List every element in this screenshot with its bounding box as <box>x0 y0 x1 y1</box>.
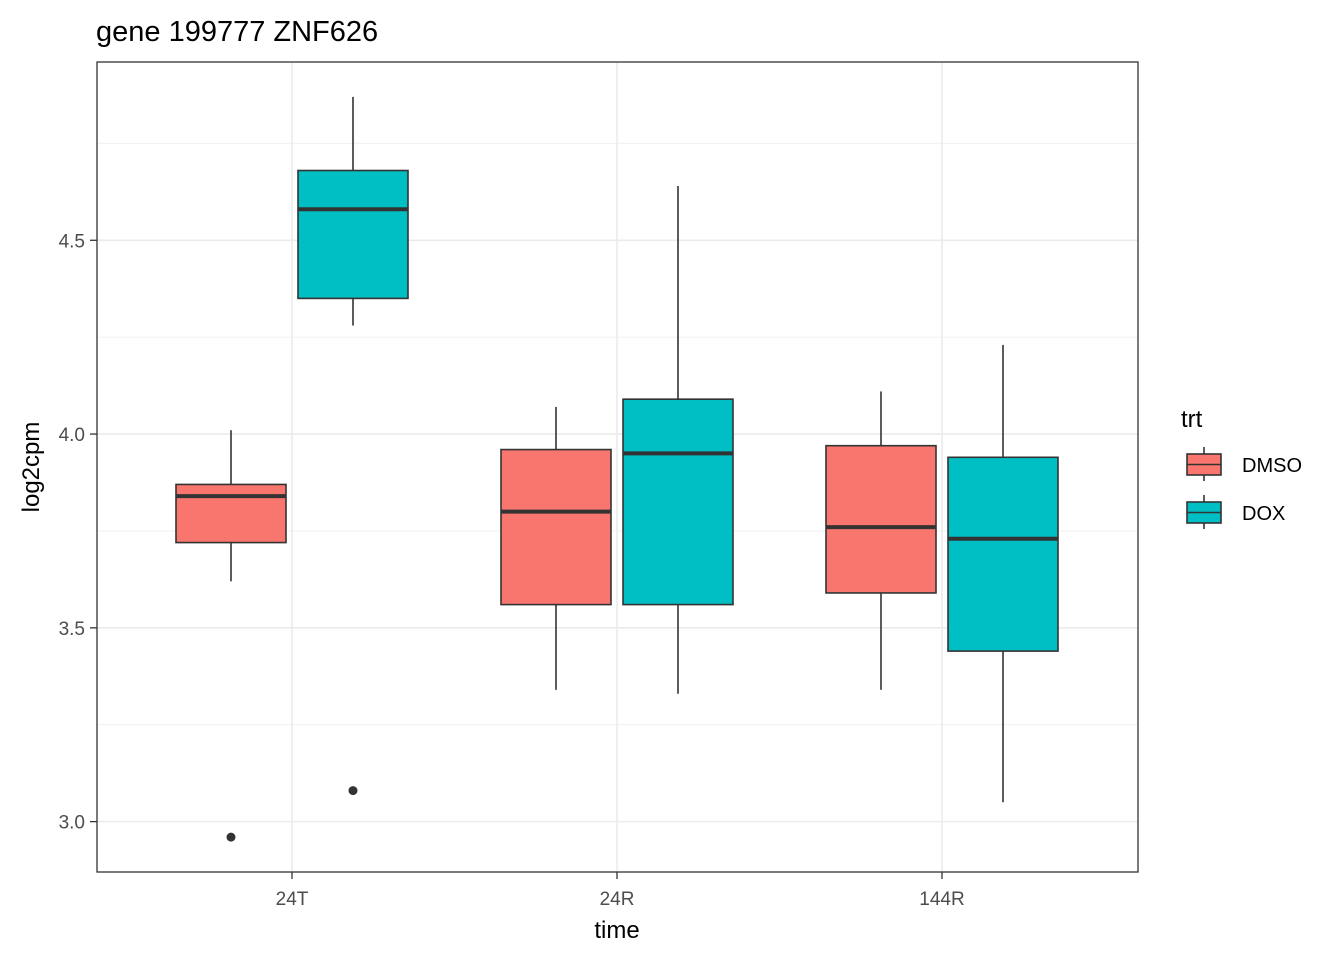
grid-lines <box>97 62 1138 872</box>
y-axis-title: log2cpm <box>18 422 45 513</box>
box-dmso-144r <box>825 391 937 690</box>
box-body <box>947 456 1059 652</box>
box-dox-24t <box>297 96 409 796</box>
box-layer <box>175 96 1059 842</box>
legend-title: trt <box>1181 406 1203 433</box>
box-dox-24r <box>622 186 734 694</box>
y-tick-label: 4.0 <box>59 425 85 446</box>
box-dox-144r <box>947 344 1059 803</box>
x-tick-label: 144R <box>919 889 964 910</box>
legend-item-dox: DOX <box>1186 495 1285 529</box>
x-axis-title: time <box>594 917 639 944</box>
box-body <box>622 398 734 606</box>
outlier-point <box>226 832 236 842</box>
box-body <box>297 169 409 300</box>
box-dmso-24r <box>500 406 612 690</box>
chart-title: gene 199777 ZNF626 <box>96 16 378 48</box>
box-body <box>500 448 612 606</box>
x-tick-label: 24R <box>600 889 635 910</box>
y-tick-label: 3.0 <box>59 813 85 834</box>
box-dmso-24t <box>175 430 287 842</box>
outlier-point <box>348 786 358 796</box>
x-tick-label: 24T <box>276 889 309 910</box>
legend-label: DOX <box>1242 503 1285 525</box>
legend-item-dmso: DMSO <box>1186 447 1302 481</box>
box-body <box>175 483 287 544</box>
axes: 3.0 3.5 4.0 4.5 24T 24R 144R <box>59 231 965 910</box>
y-tick-label: 3.5 <box>59 619 85 640</box>
legend-label: DMSO <box>1242 455 1302 477</box>
legend: trt DMSO DOX <box>1181 406 1302 529</box>
box-body <box>825 444 937 594</box>
y-tick-label: 4.5 <box>59 231 85 252</box>
